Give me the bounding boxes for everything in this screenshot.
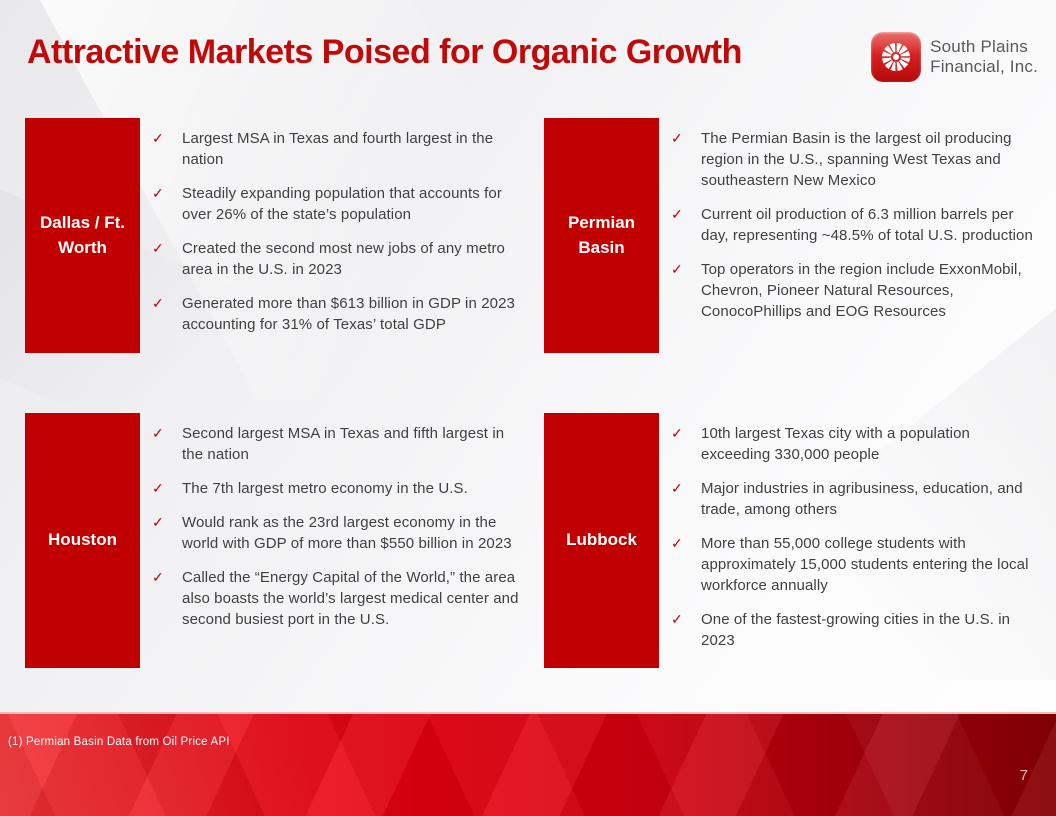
bullet-item: ✓ Steadily expanding population that acco… <box>152 183 522 225</box>
bullet-item: ✓ Second largest MSA in Texas and fifth l… <box>152 423 522 465</box>
market-label: Lubbock <box>566 530 637 550</box>
company-name-line2: Financial, Inc. <box>930 57 1038 76</box>
bullet-item: ✓ Major industries in agribusiness, educa… <box>671 478 1041 520</box>
checkmark-icon: ✓ <box>671 206 683 222</box>
checkmark-icon: ✓ <box>152 569 164 585</box>
bullet-text: More than 55,000 college students with a… <box>701 535 1029 594</box>
checkmark-icon: ✓ <box>671 480 683 496</box>
slide-header: Attractive Markets Poised for Organic Gr… <box>0 0 1056 82</box>
bullet-item: ✓ Top operators in the region include Exx… <box>671 259 1041 322</box>
bullet-text: Major industries in agribusiness, educat… <box>701 480 1023 518</box>
bullet-list: ✓ 10th largest Texas city with a populati… <box>659 413 1041 664</box>
company-logo: South Plains Financial, Inc. <box>871 32 1038 82</box>
bullet-text: Largest MSA in Texas and fourth largest … <box>182 130 494 168</box>
market-label-box: Permian Basin <box>544 118 659 353</box>
checkmark-icon: ✓ <box>671 130 683 146</box>
bullet-item: ✓ The 7th largest metro economy in the U.… <box>152 478 522 499</box>
bullet-item: ✓ Created the second most new jobs of any… <box>152 238 522 280</box>
checkmark-icon: ✓ <box>152 240 164 256</box>
market-label-box: Houston <box>25 413 140 668</box>
checkmark-icon: ✓ <box>152 295 164 311</box>
bullet-text: Generated more than $613 billion in GDP … <box>182 295 515 333</box>
bullet-item: ✓ Generated more than $613 billion in GDP… <box>152 293 522 335</box>
market-section: Dallas / Ft. Worth ✓ Largest MSA in Texas… <box>25 118 522 413</box>
bullet-list: ✓ The Permian Basin is the largest oil pr… <box>659 118 1041 335</box>
page-number: 7 <box>1019 767 1028 784</box>
bullet-item: ✓ Largest MSA in Texas and fourth largest… <box>152 128 522 170</box>
bullet-item: ✓ 10th largest Texas city with a populati… <box>671 423 1041 465</box>
market-label: Houston <box>48 530 117 550</box>
company-name-line1: South Plains <box>930 36 1028 56</box>
market-label: Permian Basin <box>567 212 636 257</box>
bullet-item: ✓ The Permian Basin is the largest oil pr… <box>671 128 1041 191</box>
checkmark-icon: ✓ <box>152 425 164 441</box>
bullet-list: ✓ Second largest MSA in Texas and fifth l… <box>140 413 522 643</box>
bullet-text: Second largest MSA in Texas and fifth la… <box>182 425 505 463</box>
markets-grid: Dallas / Ft. Worth ✓ Largest MSA in Texas… <box>25 118 1042 668</box>
bullet-text: The Permian Basin is the largest oil pro… <box>701 130 1012 189</box>
market-label-box: Dallas / Ft. Worth <box>25 118 140 353</box>
market-section: Permian Basin ✓ The Permian Basin is the … <box>544 118 1041 413</box>
checkmark-icon: ✓ <box>671 261 683 277</box>
footnote: (1) Permian Basin Data from Oil Price AP… <box>8 736 230 748</box>
checkmark-icon: ✓ <box>671 535 683 551</box>
bullet-item: ✓ Would rank as the 23rd largest economy … <box>152 512 522 554</box>
page-title: Attractive Markets Poised for Organic Gr… <box>27 33 742 71</box>
market-label: Dallas / Ft. Worth <box>39 212 126 257</box>
bullet-text: Steadily expanding population that accou… <box>182 185 502 223</box>
bullet-list: ✓ Largest MSA in Texas and fourth largest… <box>140 118 522 348</box>
bullet-item: ✓ One of the fastest-growing cities in th… <box>671 609 1041 651</box>
market-label-box: Lubbock <box>544 413 659 668</box>
company-name: South Plains Financial, Inc. <box>930 37 1038 77</box>
bullet-text: Current oil production of 6.3 million ba… <box>701 206 1033 244</box>
bullet-text: Created the second most new jobs of any … <box>182 240 506 278</box>
market-section: Houston ✓ Second largest MSA in Texas and… <box>25 413 522 668</box>
checkmark-icon: ✓ <box>152 130 164 146</box>
bullet-text: Top operators in the region include Exxo… <box>701 261 1022 320</box>
checkmark-icon: ✓ <box>671 425 683 441</box>
bullet-text: One of the fastest-growing cities in the… <box>701 611 1011 649</box>
footer-band: (1) Permian Basin Data from Oil Price AP… <box>0 712 1056 816</box>
pinwheel-icon <box>871 32 922 82</box>
checkmark-icon: ✓ <box>671 611 683 627</box>
checkmark-icon: ✓ <box>152 480 164 496</box>
bullet-text: 10th largest Texas city with a populatio… <box>701 425 970 463</box>
market-section: Lubbock ✓ 10th largest Texas city with a … <box>544 413 1041 668</box>
checkmark-icon: ✓ <box>152 514 164 530</box>
footer-chevron-pattern <box>0 714 1056 816</box>
bullet-item: ✓ Current oil production of 6.3 million b… <box>671 204 1041 246</box>
bullet-item: ✓ More than 55,000 college students with … <box>671 533 1041 596</box>
bullet-text: Would rank as the 23rd largest economy i… <box>182 514 512 552</box>
bullet-text: Called the “Energy Capital of the World,… <box>182 569 519 628</box>
bullet-text: The 7th largest metro economy in the U.S… <box>182 480 468 497</box>
bullet-item: ✓ Called the “Energy Capital of the World… <box>152 567 522 630</box>
checkmark-icon: ✓ <box>152 185 164 201</box>
